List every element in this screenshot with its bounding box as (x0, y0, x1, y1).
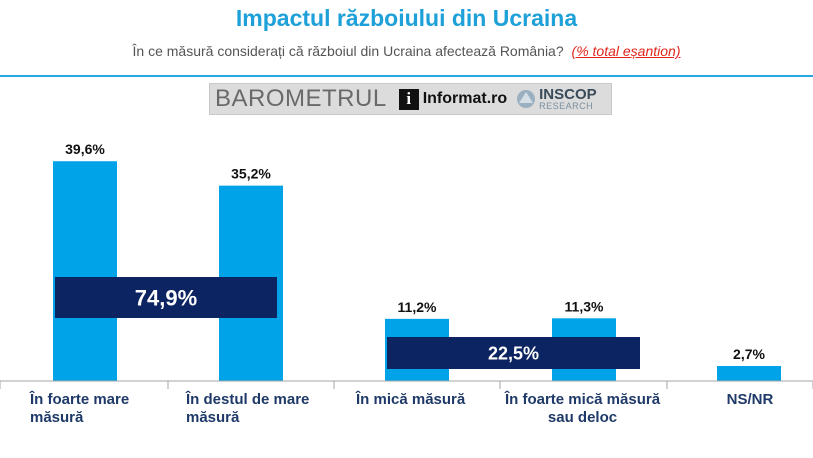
header-rule (0, 75, 813, 77)
info-icon: i (398, 88, 419, 110)
bar (717, 366, 781, 381)
inscop-circle-icon (517, 90, 536, 108)
category-label: NS/NR (726, 391, 774, 408)
inscop-logo-subtext: RESEARCH (539, 101, 594, 111)
page-subtitle: În ce măsură considerați că războiul din… (0, 43, 813, 59)
category-label: În mică măsură (356, 391, 466, 408)
group-total-box (387, 337, 640, 369)
barometrul-logo: BAROMETRUL (215, 85, 387, 112)
bar-value-label: 2,7% (733, 346, 765, 362)
category-label: În destul de mare măsură (186, 391, 310, 426)
subtitle-note: (% total eșantion) (571, 43, 681, 59)
bar-value-label: 39,6% (65, 141, 105, 157)
bar (53, 161, 117, 381)
category-label: În foarte mare măsură (30, 391, 130, 426)
group-total-label: 74,9% (135, 285, 197, 310)
group-total-box (55, 277, 277, 318)
bar-value-label: 11,2% (398, 299, 437, 315)
inscop-logo-text: INSCOP (539, 86, 597, 103)
informat-logo-suffix: .ro (486, 90, 508, 107)
informat-logo: i Informat .ro (398, 88, 508, 110)
subtitle-question: În ce măsură considerați că războiul din… (132, 43, 564, 59)
logo-banner: BAROMETRUL i Informat .ro INSCOP RESEARCH (209, 83, 612, 115)
inscop-logo: INSCOP RESEARCH (515, 87, 597, 111)
bar-value-label: 35,2% (231, 166, 271, 182)
category-label: În foarte mică măsură sau deloc (504, 391, 661, 426)
group-total-label: 22,5% (488, 343, 539, 363)
page-title: Impactul războiului din Ucraina (235, 5, 578, 31)
informat-logo-text: Informat (422, 90, 487, 107)
bar-value-label: 11,3% (565, 298, 604, 314)
